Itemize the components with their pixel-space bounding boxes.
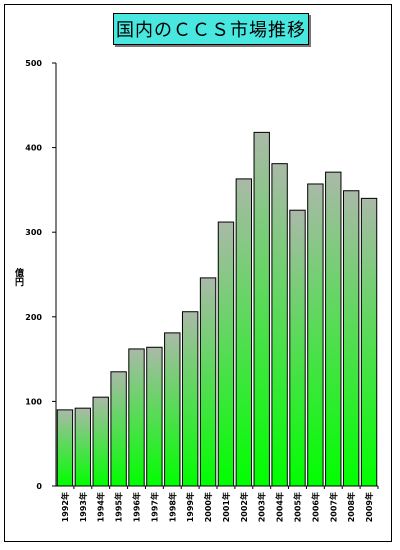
bar-2001年 bbox=[217, 221, 235, 487]
x-tick-label: 1996年 bbox=[132, 492, 142, 522]
x-tick-label: 1997年 bbox=[149, 492, 159, 522]
bar-1994年 bbox=[92, 396, 109, 487]
bar-2004年 bbox=[271, 163, 288, 487]
y-tick-label: 0 bbox=[36, 482, 42, 491]
y-tick-label: 200 bbox=[25, 313, 42, 322]
bar-2003年 bbox=[253, 131, 270, 487]
bar-2000年 bbox=[199, 277, 217, 487]
bar-2009年 bbox=[360, 197, 378, 487]
bar-1998年 bbox=[164, 332, 181, 487]
x-tick-label: 1993年 bbox=[78, 492, 88, 522]
bar-1995年 bbox=[110, 371, 127, 487]
x-tick-label: 2003年 bbox=[257, 492, 267, 522]
x-tick-label: 1998年 bbox=[167, 492, 177, 522]
bar-1999年 bbox=[181, 311, 199, 487]
bar-1993年 bbox=[74, 407, 92, 487]
bar-2007年 bbox=[325, 171, 342, 487]
bar-2002年 bbox=[235, 178, 253, 487]
y-tick-label: 400 bbox=[25, 144, 42, 153]
bar-1997年 bbox=[146, 346, 163, 487]
x-tick-label: 1995年 bbox=[114, 492, 124, 522]
x-tick-label: 2004年 bbox=[275, 492, 285, 522]
bar-1992年 bbox=[56, 409, 74, 487]
x-tick-label: 2001年 bbox=[221, 492, 231, 522]
x-tick-label: 2008年 bbox=[346, 492, 356, 522]
y-tick-label: 500 bbox=[25, 59, 42, 68]
bar-1996年 bbox=[128, 348, 145, 487]
y-tick-label: 300 bbox=[25, 228, 42, 237]
y-axis-label: 億円 bbox=[13, 268, 23, 286]
x-tick-label: 1994年 bbox=[96, 492, 106, 522]
bar-2005年 bbox=[289, 209, 306, 487]
bar-2008年 bbox=[342, 190, 360, 487]
x-tick-label: 2009年 bbox=[364, 492, 374, 522]
x-tick-label: 2000年 bbox=[203, 492, 213, 522]
bar-2006年 bbox=[307, 183, 324, 487]
x-tick-label: 1992年 bbox=[60, 492, 70, 522]
y-tick-label: 100 bbox=[25, 397, 42, 406]
x-tick-label: 2006年 bbox=[310, 492, 320, 522]
x-tick-label: 1999年 bbox=[185, 492, 195, 522]
x-tick-label: 2007年 bbox=[328, 492, 338, 522]
x-tick-label: 2002年 bbox=[239, 492, 249, 522]
chart-title: 国内のＣＣＳ市場推移 bbox=[113, 13, 309, 45]
x-tick-label: 2005年 bbox=[293, 492, 303, 522]
